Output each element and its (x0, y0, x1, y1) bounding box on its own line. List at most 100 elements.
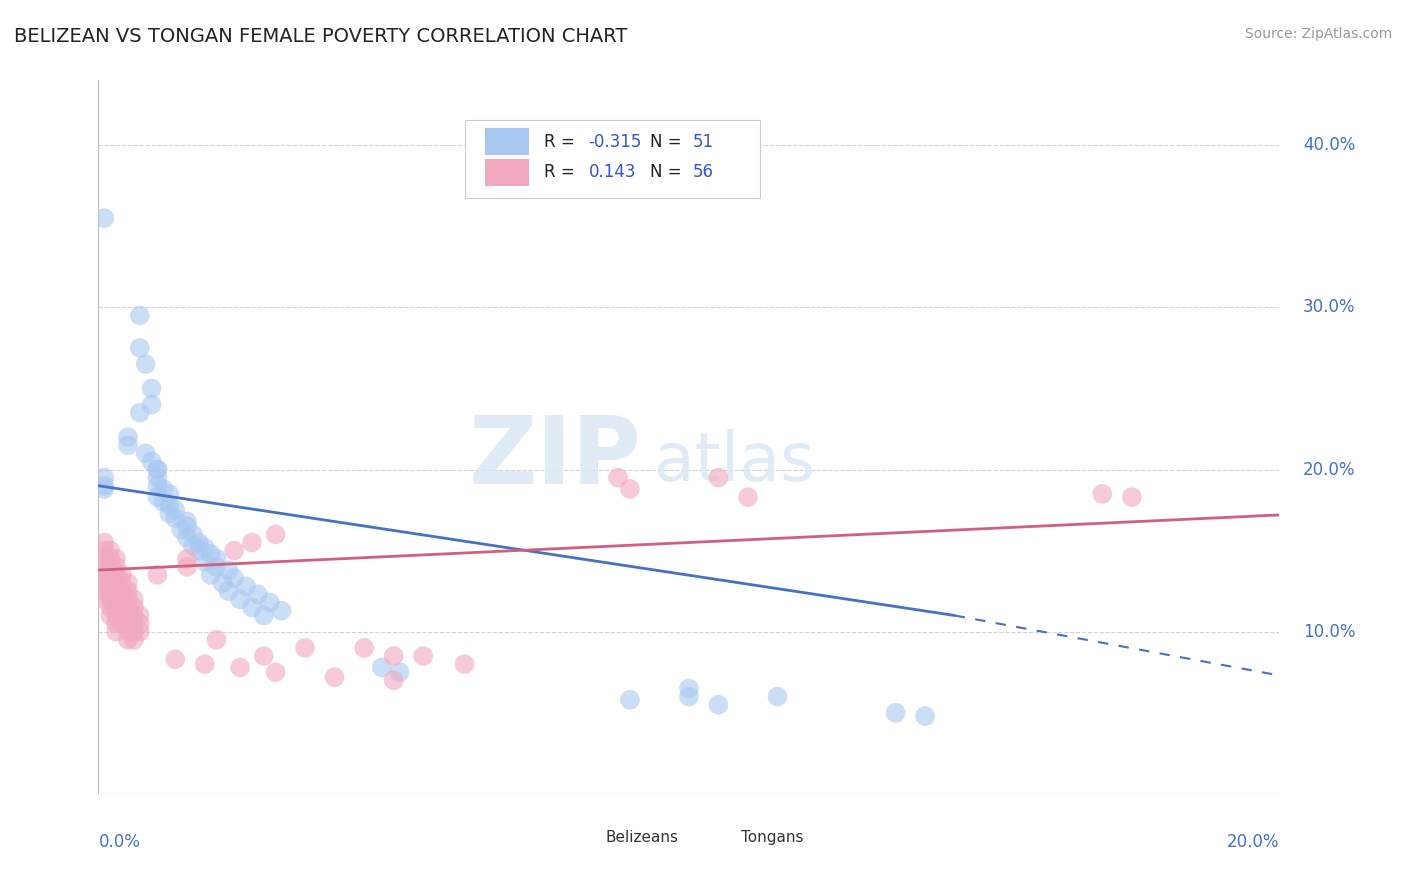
Point (117, 584, 139, 599)
Point (200, 547, 222, 561)
Point (217, 584, 239, 599)
Point (141, 381, 163, 395)
Point (914, 709, 936, 723)
Text: 0.0%: 0.0% (98, 833, 141, 851)
Point (105, 616, 128, 631)
Point (98, 559, 121, 574)
Point (98, 584, 121, 599)
Text: 30.0%: 30.0% (1303, 298, 1355, 317)
Point (135, 357, 157, 371)
Text: 20.0%: 20.0% (1227, 833, 1279, 851)
Point (240, 535, 263, 549)
Point (141, 398, 163, 412)
Text: Belizeans: Belizeans (605, 830, 678, 845)
Point (737, 490, 759, 504)
Point (152, 482, 174, 496)
Point (105, 624, 128, 639)
Text: 40.0%: 40.0% (1303, 136, 1355, 154)
Point (98, 543, 121, 558)
Point (105, 592, 128, 607)
Point (264, 527, 287, 541)
FancyBboxPatch shape (700, 828, 734, 847)
Point (117, 438, 139, 452)
Text: atlas: atlas (654, 429, 814, 495)
Point (157, 487, 180, 501)
Point (253, 608, 276, 623)
Point (146, 462, 169, 476)
Text: 20.0%: 20.0% (1303, 460, 1355, 478)
Point (122, 592, 145, 607)
Point (229, 660, 252, 674)
Point (224, 543, 246, 558)
FancyBboxPatch shape (485, 159, 530, 186)
Point (165, 652, 187, 666)
Point (181, 527, 204, 541)
Point (371, 660, 394, 674)
Point (353, 640, 375, 655)
Point (122, 616, 145, 631)
Point (111, 600, 134, 615)
Point (117, 624, 139, 639)
Point (128, 624, 150, 639)
Point (93, 568, 115, 582)
Point (122, 632, 145, 647)
Text: N =: N = (650, 163, 688, 181)
Point (111, 592, 134, 607)
Point (117, 430, 139, 444)
Point (128, 406, 150, 420)
Point (170, 523, 193, 537)
Point (146, 462, 169, 476)
Point (93, 482, 115, 496)
Text: N =: N = (650, 133, 688, 151)
Point (117, 576, 139, 591)
Point (105, 584, 128, 599)
Point (93, 211, 115, 226)
Point (117, 616, 139, 631)
Point (211, 576, 233, 591)
Point (884, 706, 907, 720)
Point (607, 470, 630, 484)
Point (382, 673, 405, 688)
Text: ZIP: ZIP (468, 412, 641, 505)
Point (128, 309, 150, 323)
Text: 56: 56 (693, 163, 713, 181)
Point (1091, 487, 1114, 501)
Point (176, 559, 198, 574)
Point (105, 559, 128, 574)
Point (176, 515, 198, 529)
Point (117, 600, 139, 615)
Point (152, 495, 174, 509)
Point (98, 600, 121, 615)
Point (105, 608, 128, 623)
Point (224, 571, 246, 585)
FancyBboxPatch shape (464, 120, 759, 198)
Point (111, 576, 134, 591)
Point (135, 446, 157, 460)
Point (111, 584, 134, 599)
Point (111, 616, 134, 631)
Point (117, 632, 139, 647)
Point (217, 563, 239, 577)
Point (146, 568, 169, 582)
Point (146, 470, 169, 484)
Point (388, 665, 411, 680)
Point (93, 543, 115, 558)
Text: 0.143: 0.143 (589, 163, 636, 181)
Point (181, 539, 204, 553)
Point (412, 648, 434, 663)
FancyBboxPatch shape (565, 828, 598, 847)
Text: R =: R = (544, 133, 579, 151)
FancyBboxPatch shape (485, 128, 530, 155)
Point (235, 579, 257, 593)
Point (117, 592, 139, 607)
Point (707, 698, 730, 712)
Point (707, 470, 730, 484)
Point (253, 648, 276, 663)
Point (122, 608, 145, 623)
Point (453, 657, 475, 672)
Text: 51: 51 (693, 133, 714, 151)
Point (93, 535, 115, 549)
Point (93, 576, 115, 591)
Point (111, 568, 134, 582)
Point (105, 551, 128, 566)
